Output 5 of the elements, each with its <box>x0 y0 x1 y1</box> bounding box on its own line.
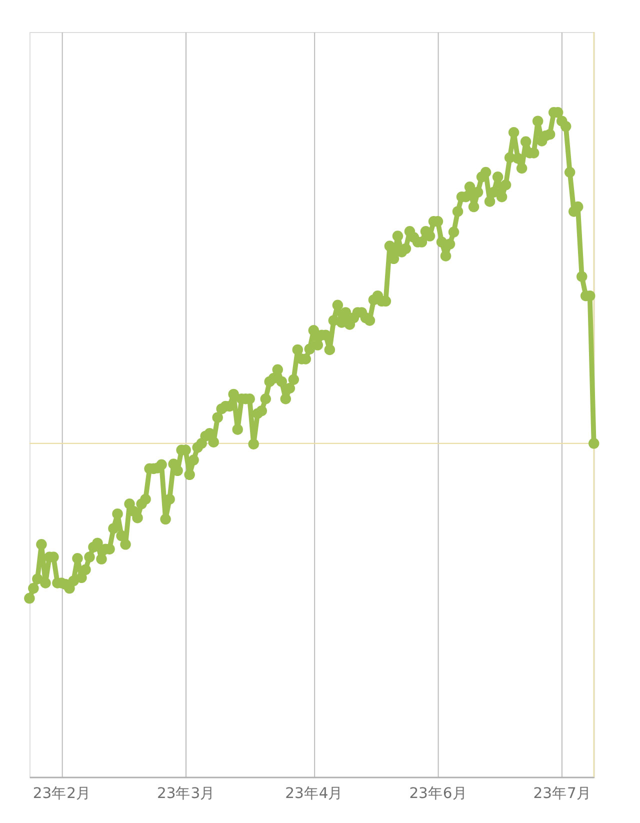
x-tick-label: 23年7月 <box>533 785 592 802</box>
x-tick-label: 23年2月 <box>32 785 92 802</box>
x-tick-label: 23年3月 <box>157 785 216 802</box>
x-tick-label: 23年4月 <box>285 785 344 802</box>
x-tick-label: 23年6月 <box>409 785 468 802</box>
